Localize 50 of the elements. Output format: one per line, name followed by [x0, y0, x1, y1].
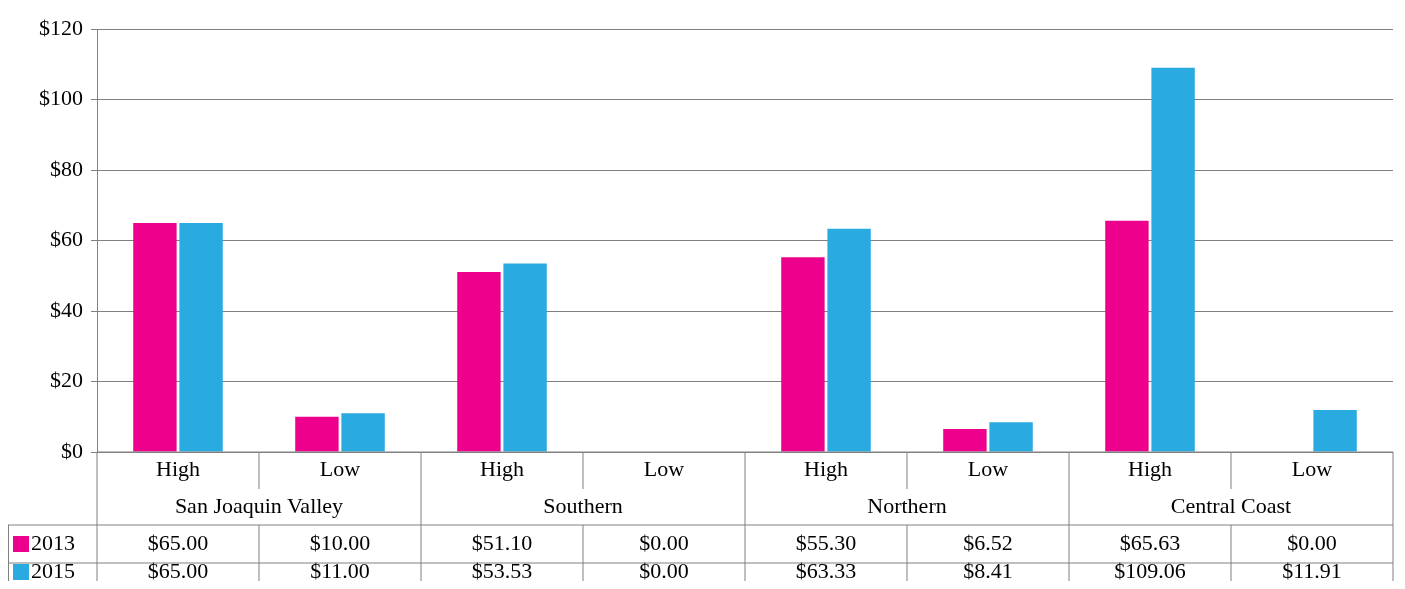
- x-tick-label: High: [804, 456, 848, 482]
- text: Southern: [543, 492, 623, 518]
- data-label: $11.00: [310, 557, 370, 583]
- text: Northern: [867, 492, 947, 518]
- text: San Joaquin Valley: [174, 492, 344, 518]
- y-tick-label: $100: [39, 85, 83, 111]
- x-tick-label: Low: [643, 456, 685, 482]
- data-label: $0.00: [1287, 529, 1337, 555]
- bar: [827, 228, 871, 452]
- data-label: $55.30: [795, 529, 857, 555]
- text: Central Coast: [1170, 492, 1292, 518]
- bar: [1105, 220, 1149, 452]
- data-label: $65.00: [147, 529, 209, 555]
- bar: [1151, 67, 1195, 452]
- bar: [943, 429, 987, 452]
- bar: [179, 222, 223, 452]
- data-label: $109.06: [1114, 557, 1186, 583]
- bar: [503, 263, 547, 452]
- data-label: $0.00: [639, 529, 689, 555]
- legend-label: 2013: [31, 529, 75, 555]
- bar: [341, 413, 385, 452]
- x-tick-label: Low: [967, 456, 1009, 482]
- x-tick-label: High: [156, 456, 200, 482]
- y-tick-label: $120: [39, 14, 83, 40]
- y-tick-label: $80: [50, 155, 83, 181]
- y-tick-label: $40: [50, 296, 83, 322]
- y-tick-label: $20: [50, 367, 83, 393]
- data-label: $6.52: [963, 529, 1013, 555]
- bar: [989, 422, 1033, 452]
- data-label: $51.10: [471, 529, 533, 555]
- x-tick-label: Low: [319, 456, 361, 482]
- bar: [457, 271, 501, 452]
- bar: [781, 257, 825, 452]
- y-tick-label: $0: [61, 437, 83, 463]
- y-tick-label: $60: [50, 226, 83, 252]
- x-tick-label: High: [480, 456, 524, 482]
- data-label: $10.00: [309, 529, 371, 555]
- bar: [133, 222, 177, 452]
- bar: [295, 416, 339, 452]
- data-label: $63.33: [795, 557, 857, 583]
- x-tick-label: Low: [1291, 456, 1333, 482]
- data-label: $8.41: [963, 557, 1013, 583]
- legend-label: 2015: [31, 557, 75, 583]
- data-label: $11.91: [1282, 557, 1342, 583]
- data-label: $65.00: [147, 557, 209, 583]
- x-tick-label: High: [1128, 456, 1172, 482]
- bar: [1313, 410, 1357, 452]
- data-label: $53.53: [471, 557, 533, 583]
- data-label: $0.00: [639, 557, 689, 583]
- data-label: $65.63: [1119, 529, 1181, 555]
